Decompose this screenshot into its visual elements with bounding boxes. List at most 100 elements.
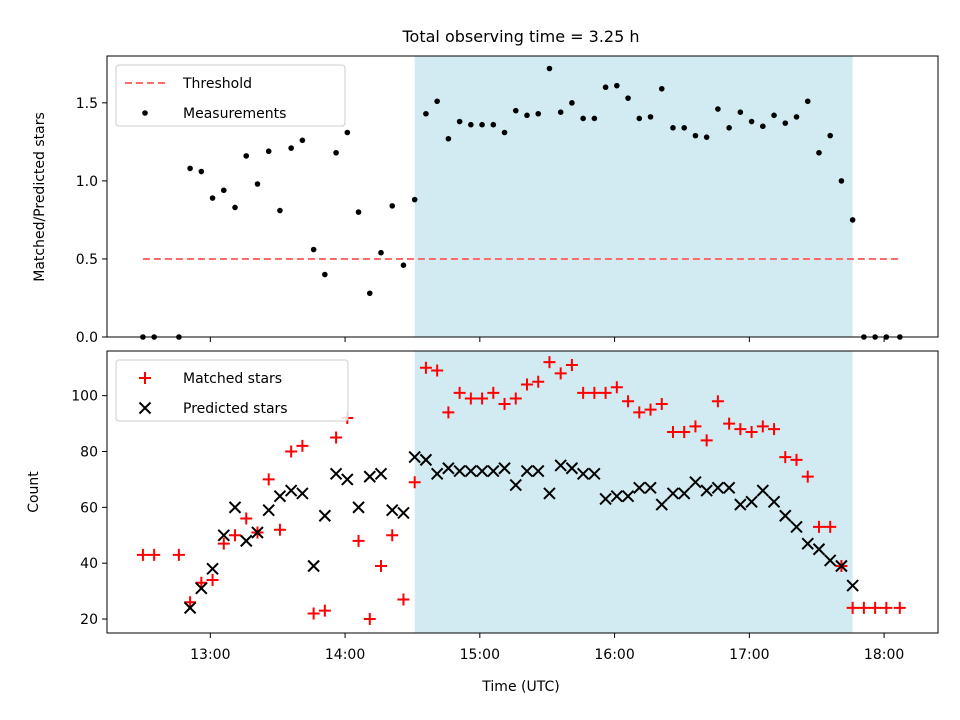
y-tick-label: 60 (80, 500, 98, 516)
data-point (681, 125, 688, 131)
data-point (352, 534, 365, 547)
data-point (801, 470, 814, 483)
data-point (554, 367, 567, 380)
data-point (419, 453, 433, 467)
data-point (229, 529, 242, 542)
data-point (779, 451, 792, 464)
data-point (610, 489, 624, 503)
data-point (723, 417, 736, 430)
top-y-axis-label: Matched/Predicted stars (32, 112, 48, 282)
data-point (307, 607, 320, 620)
data-point (543, 356, 556, 369)
data-point (195, 576, 208, 589)
data-point (363, 470, 376, 483)
data-point (288, 145, 294, 151)
x-tick-label: 13:00 (190, 647, 230, 663)
data-point (633, 481, 646, 495)
data-point (386, 529, 399, 542)
observing-span (414, 351, 853, 633)
data-point (456, 118, 463, 125)
data-point (375, 559, 388, 572)
data-point (535, 110, 542, 117)
data-point (734, 423, 747, 436)
bottom-y-axis-label: Count (26, 471, 42, 513)
data-point (625, 95, 631, 101)
data-point (622, 395, 635, 408)
data-point (217, 529, 230, 542)
chart-title: Total observing time = 3.25 h (401, 27, 639, 46)
legend: Matched stars Predicted stars (115, 359, 349, 422)
data-point (771, 112, 777, 119)
legend-box (115, 359, 349, 422)
data-point (748, 118, 755, 125)
data-point (644, 403, 657, 416)
data-point (678, 425, 691, 438)
data-point (565, 358, 578, 371)
data-point (487, 386, 500, 399)
predicted-stars-series (183, 450, 859, 615)
data-point (217, 537, 230, 550)
data-point (524, 112, 530, 119)
data-point (498, 462, 511, 475)
data-point (341, 473, 354, 486)
data-point (296, 439, 309, 452)
data-point (490, 121, 497, 128)
data-point (330, 431, 343, 444)
data-point (378, 249, 384, 256)
data-point (835, 559, 848, 573)
data-point (599, 492, 612, 506)
data-point (554, 459, 567, 472)
data-point (512, 107, 519, 114)
data-point (824, 520, 837, 533)
data-point (285, 445, 298, 458)
y-tick-label: 1.5 (76, 96, 98, 112)
data-point (318, 509, 332, 522)
data-point (366, 290, 373, 297)
data-point (801, 537, 814, 550)
data-point (621, 489, 635, 503)
x-tick-label: 16:00 (594, 647, 634, 663)
data-point (411, 196, 418, 203)
data-point (228, 501, 242, 514)
data-point (209, 195, 216, 201)
data-point (827, 132, 833, 139)
data-point (715, 106, 721, 112)
data-point (745, 425, 758, 438)
data-point (296, 487, 309, 500)
data-point (307, 559, 320, 573)
bottom-panel: 20 40 60 80 100 13:00 14:00 15:00 16:00 17:00 18:0… (71, 350, 939, 663)
data-point (453, 386, 466, 399)
data-point (793, 114, 800, 120)
data-point (265, 148, 272, 155)
data-point (588, 467, 601, 481)
data-point (400, 262, 407, 268)
data-point (501, 129, 508, 136)
legend-label: Threshold (182, 76, 252, 92)
data-point (520, 464, 534, 478)
data-point (442, 462, 455, 475)
data-point (344, 129, 351, 136)
data-point (434, 98, 440, 105)
data-point (734, 498, 747, 511)
data-point (849, 217, 856, 223)
data-point (790, 520, 803, 534)
data-point (220, 187, 227, 194)
data-point (636, 115, 643, 122)
data-point (532, 464, 545, 478)
data-point (588, 386, 601, 399)
data-point (767, 495, 781, 508)
data-point (408, 476, 421, 489)
data-point (310, 246, 317, 253)
data-point (423, 110, 429, 117)
data-point (329, 467, 343, 481)
data-point (576, 467, 590, 481)
y-tick-label: 80 (80, 445, 98, 461)
data-point (206, 573, 219, 586)
data-point (419, 361, 432, 374)
data-point (838, 178, 845, 184)
data-point (880, 601, 893, 614)
data-point (232, 204, 238, 211)
data-point (299, 137, 306, 144)
data-point (779, 509, 792, 522)
data-point (655, 398, 668, 411)
